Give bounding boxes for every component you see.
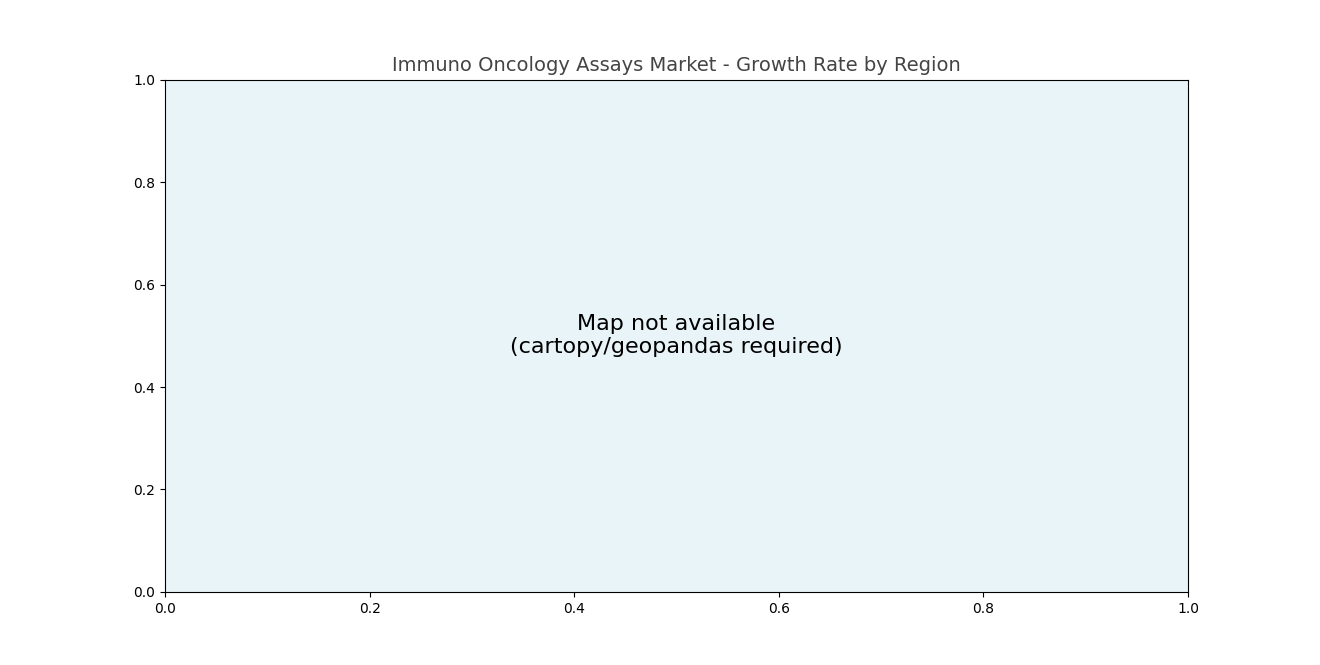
Text: Map not available
(cartopy/geopandas required): Map not available (cartopy/geopandas req…: [511, 315, 842, 357]
Title: Immuno Oncology Assays Market - Growth Rate by Region: Immuno Oncology Assays Market - Growth R…: [392, 57, 961, 75]
